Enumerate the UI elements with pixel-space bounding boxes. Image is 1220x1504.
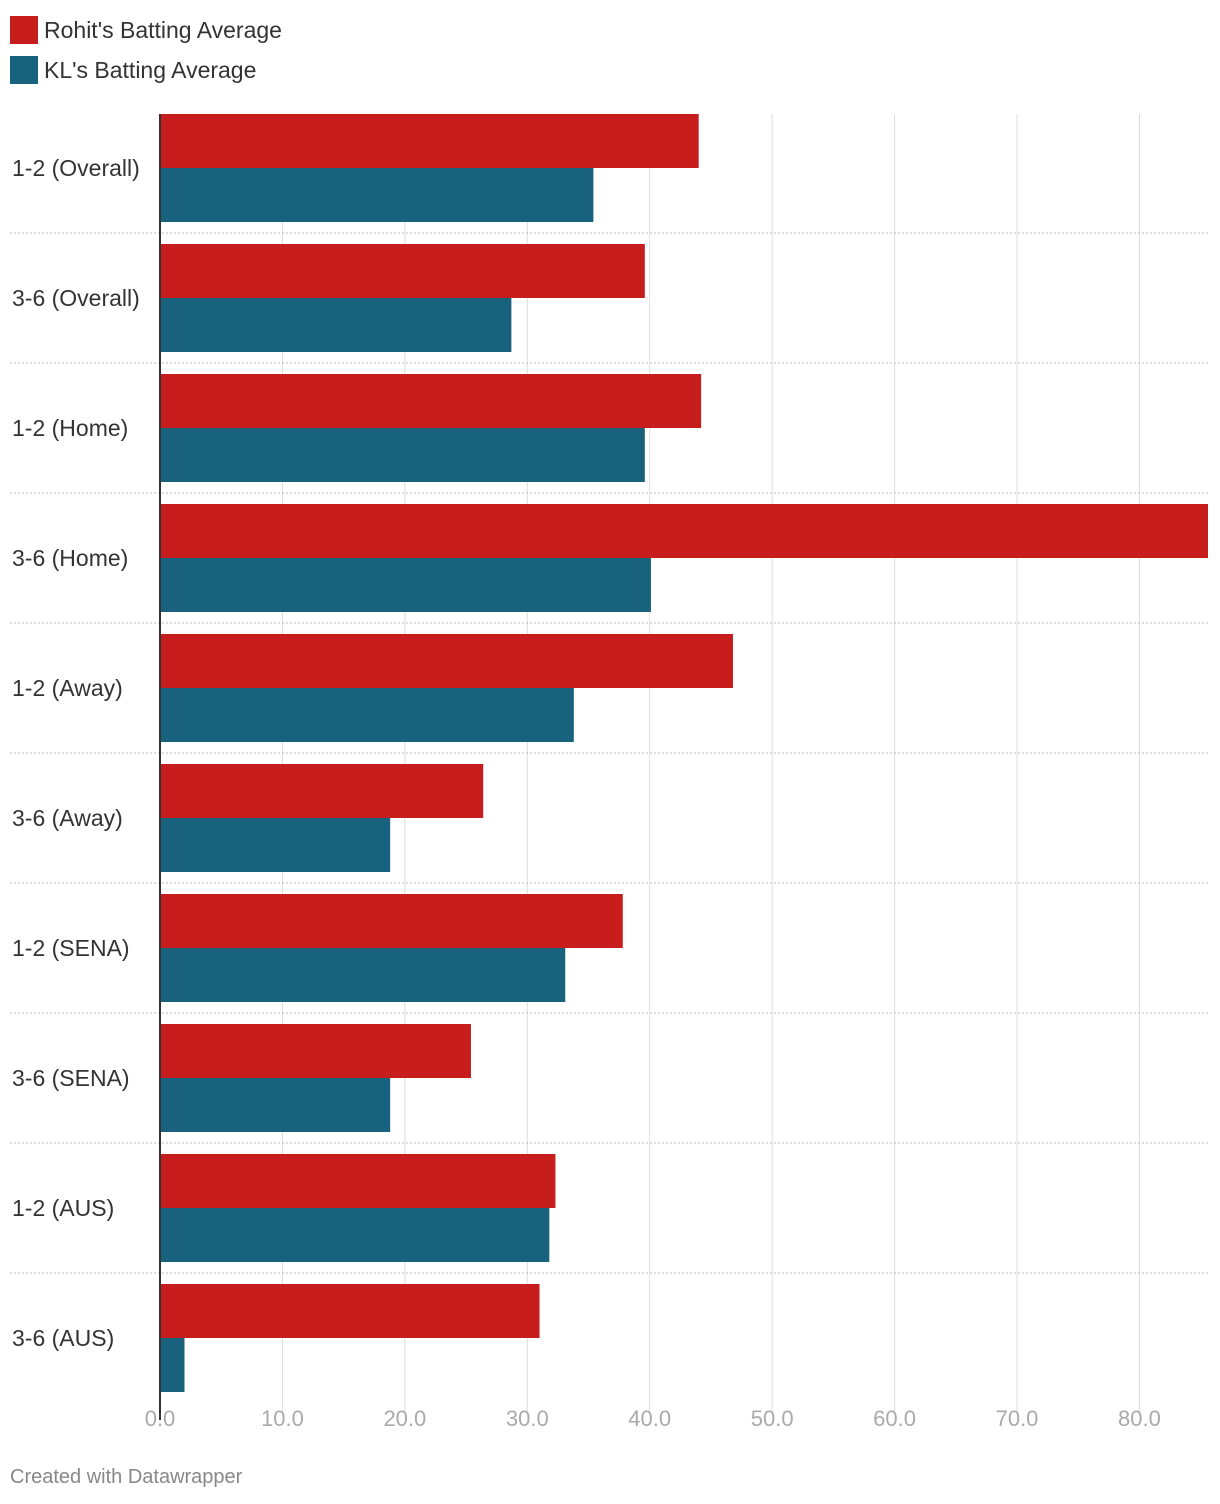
bar-rohit-9	[160, 1284, 540, 1338]
bar-kl-4	[160, 688, 574, 742]
bar-chart: 1-2 (Overall) 3-6 (Overall) 1-2 (Home) 3-6 …	[10, 114, 1208, 1431]
bar-kl-9	[160, 1338, 185, 1392]
legend-label-rohit: Rohit's Batting Average	[44, 16, 282, 43]
x-tick-label-6: 60.0	[873, 1406, 916, 1431]
legend-swatch-kl	[10, 56, 38, 84]
bar-rohit-6	[160, 894, 623, 948]
x-tick-label-0: 0.0	[145, 1406, 176, 1431]
bar-rohit-3	[160, 504, 1208, 558]
bar-rohit-8	[160, 1154, 556, 1208]
category-label-7: 3-6 (SENA)	[12, 1065, 130, 1091]
category-label-0: 1-2 (Overall)	[12, 155, 140, 181]
bar-rohit-2	[160, 374, 702, 428]
category-label-2: 1-2 (Home)	[12, 415, 128, 441]
category-label-9: 3-6 (AUS)	[12, 1325, 114, 1351]
footer-credit: Created with Datawrapper	[10, 1466, 243, 1488]
legend-item-kl: KL's Batting Average	[10, 50, 282, 90]
bar-kl-0	[160, 168, 594, 222]
category-label-1: 3-6 (Overall)	[12, 285, 140, 311]
x-tick-label-1: 10.0	[261, 1406, 304, 1431]
legend-item-rohit: Rohit's Batting Average	[10, 10, 282, 50]
legend-label-kl: KL's Batting Average	[44, 56, 257, 83]
x-tick-label-5: 50.0	[751, 1406, 794, 1431]
bar-rohit-0	[160, 114, 699, 168]
category-label-4: 1-2 (Away)	[12, 675, 123, 701]
legend-swatch-rohit	[10, 16, 38, 44]
bar-rohit-4	[160, 634, 733, 688]
category-label-5: 3-6 (Away)	[12, 805, 123, 831]
bar-kl-5	[160, 818, 391, 872]
x-tick-label-4: 40.0	[628, 1406, 671, 1431]
category-label-8: 1-2 (AUS)	[12, 1195, 114, 1221]
bar-kl-3	[160, 558, 651, 612]
bar-kl-7	[160, 1078, 391, 1132]
bar-kl-2	[160, 428, 645, 482]
chart-legend: Rohit's Batting Average KL's Batting Ave…	[10, 10, 282, 90]
category-label-3: 3-6 (Home)	[12, 545, 128, 571]
bar-kl-8	[160, 1208, 550, 1262]
bar-rohit-5	[160, 764, 484, 818]
bar-rohit-1	[160, 244, 645, 298]
bar-kl-6	[160, 948, 566, 1002]
x-tick-label-3: 30.0	[506, 1406, 549, 1431]
bar-kl-1	[160, 298, 512, 352]
x-tick-label-7: 70.0	[996, 1406, 1039, 1431]
category-label-6: 1-2 (SENA)	[12, 935, 130, 961]
x-tick-label-2: 20.0	[383, 1406, 426, 1431]
bar-rohit-7	[160, 1024, 471, 1078]
x-tick-label-8: 80.0	[1118, 1406, 1161, 1431]
